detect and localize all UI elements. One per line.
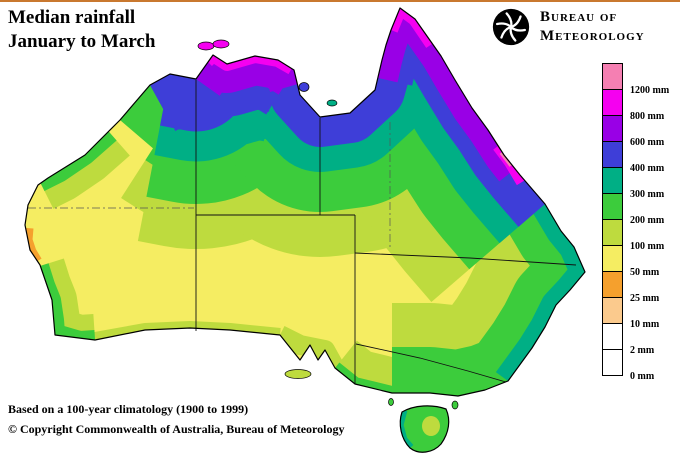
page-title: Median rainfall January to March (8, 6, 155, 54)
tasmania-coastline (399, 405, 450, 453)
bom-logo-text-line2: Meteorology (540, 28, 645, 44)
tasmania-band-100mm (422, 416, 440, 436)
legend-swatch (602, 219, 623, 246)
legend-swatch (602, 297, 623, 324)
legend-label: 300 mm (630, 189, 665, 200)
legend-label: 2 mm (630, 345, 655, 356)
legend-item: 1200 mm (602, 63, 678, 96)
legend-label: 50 mm (630, 267, 660, 278)
legend-item: 25 mm (602, 271, 678, 304)
king-island (388, 398, 394, 406)
australia-rainfall-map (24, 7, 586, 453)
flinders-island (451, 400, 459, 410)
legend-item: 10 mm (602, 297, 678, 330)
legend-swatch (602, 323, 623, 350)
legend-label: 400 mm (630, 163, 665, 174)
cyclone-logo-icon (492, 8, 530, 46)
graticule (28, 122, 391, 250)
copyright-text: © Copyright Commonwealth of Australia, B… (8, 422, 345, 436)
legend-label: 200 mm (630, 215, 665, 226)
legend-item: 300 mm (602, 167, 678, 200)
legend-swatch (602, 245, 623, 272)
tasmania (399, 405, 450, 453)
legend-swatch (602, 349, 623, 376)
page-title-line2: January to March (8, 30, 156, 52)
legend-label: 800 mm (630, 111, 665, 122)
legend-swatch (602, 167, 623, 194)
legend-swatch (602, 271, 623, 298)
legend-item: 200 mm (602, 193, 678, 226)
tiwi-islands (212, 39, 230, 49)
legend-label: 600 mm (630, 137, 665, 148)
top-border (0, 0, 680, 2)
coastline (24, 7, 586, 397)
legend-item: 400 mm (602, 141, 678, 174)
bom-logo-text-line1: Bureau of (540, 8, 618, 25)
legend-swatch (602, 115, 623, 142)
legend-label: 1200 mm (630, 85, 670, 96)
legend-item: 2 mm (602, 323, 678, 356)
tiwi-islands (197, 41, 215, 51)
legend-label: 100 mm (630, 241, 665, 252)
islands (197, 39, 459, 410)
legend-swatch (602, 141, 623, 168)
rainfall-legend: 1200 mm 800 mm 600 mm 400 mm 300 mm 200 mm 100… (602, 63, 678, 382)
kangaroo-island (284, 369, 312, 379)
climatology-note: Based on a 100-year climatology (1900 to… (8, 402, 249, 416)
state-borders (195, 80, 577, 384)
band-100mm (93, 321, 281, 346)
legend-swatch (602, 63, 623, 90)
legend-item: 0 mm (602, 349, 678, 382)
legend-label: 10 mm (630, 319, 660, 330)
bom-logo-text: Bureau of Meteorology (540, 8, 645, 47)
legend-item: 50 mm (602, 245, 678, 278)
legend-swatch (602, 193, 623, 220)
legend-label: 0 mm (630, 371, 655, 382)
legend-item: 800 mm (602, 89, 678, 122)
mornington-island (326, 99, 338, 107)
legend-swatch (602, 89, 623, 116)
band-400mm (266, 60, 409, 147)
legend-item: 100 mm (602, 219, 678, 252)
legend-item: 600 mm (602, 115, 678, 148)
bom-logo: Bureau of Meteorology (490, 6, 645, 48)
page-title-line1: Median rainfall (8, 7, 136, 28)
legend-label: 25 mm (630, 293, 660, 304)
groote-eylandt (298, 82, 310, 92)
